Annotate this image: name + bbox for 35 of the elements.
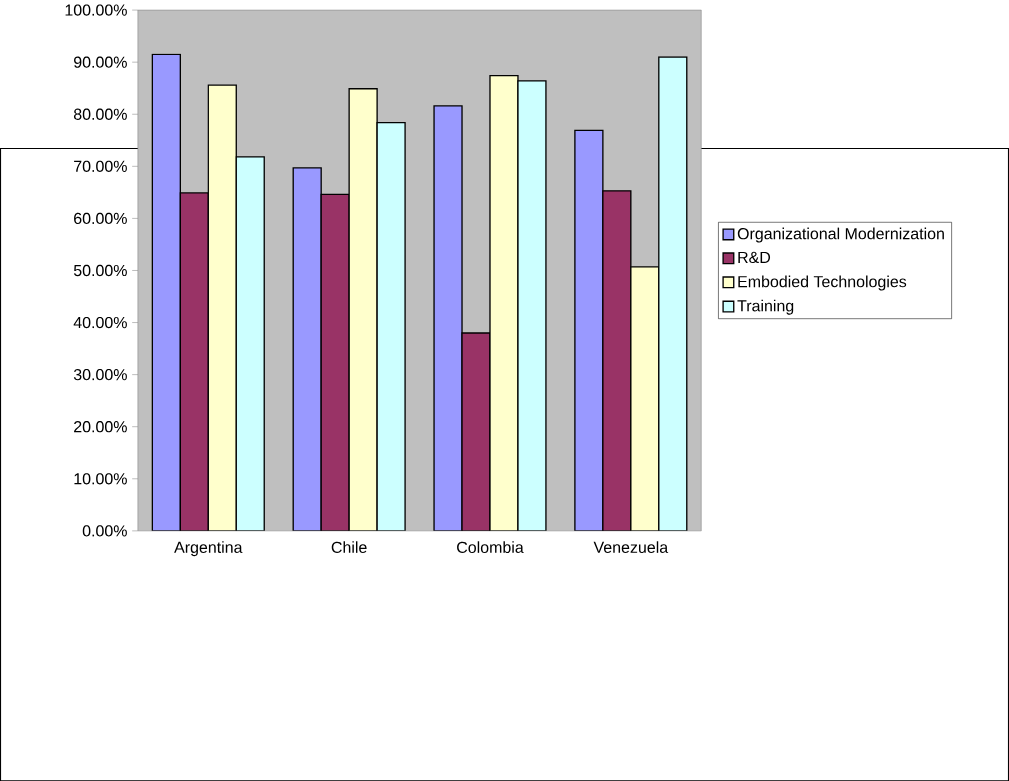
legend-label: R&D (738, 251, 771, 263)
x-tick-label: Argentina (174, 541, 243, 556)
legend-label: Organizational Modernization (737, 227, 944, 243)
bar (293, 167, 322, 531)
bar (434, 105, 463, 531)
y-tick-label: 0.00% (82, 525, 127, 537)
bar (152, 54, 181, 531)
x-tick-label: Chile (331, 541, 367, 553)
y-tick-label: 100.00% (65, 4, 127, 16)
y-tick-label: 50.00% (73, 264, 127, 276)
bar (574, 129, 604, 531)
y-tick-label: 80.00% (73, 108, 127, 120)
bar (517, 80, 546, 531)
bar (489, 75, 518, 531)
y-tick-label: 60.00% (74, 212, 127, 224)
bar (321, 194, 350, 531)
bar (602, 189, 632, 531)
y-tick-label: 10.00% (74, 472, 127, 485)
y-tick-label: 90.00% (74, 56, 127, 68)
bar (349, 88, 378, 531)
y-tick-label: 70.00% (74, 160, 127, 172)
y-tick-label: 20.00% (74, 420, 127, 433)
bar (658, 56, 688, 531)
legend-label: Embodied Technologies (738, 275, 907, 291)
x-tick-label: Venezuela (593, 541, 669, 553)
bar (630, 265, 660, 531)
x-tick-label: Colombia (457, 541, 524, 553)
bar (377, 122, 406, 531)
legend-label: Training (737, 299, 794, 315)
bar (236, 156, 265, 531)
y-tick-label: 30.00% (73, 368, 127, 381)
bar (462, 332, 490, 531)
bar (180, 192, 209, 531)
y-tick-label: 40.00% (73, 316, 127, 329)
bar (208, 84, 237, 531)
